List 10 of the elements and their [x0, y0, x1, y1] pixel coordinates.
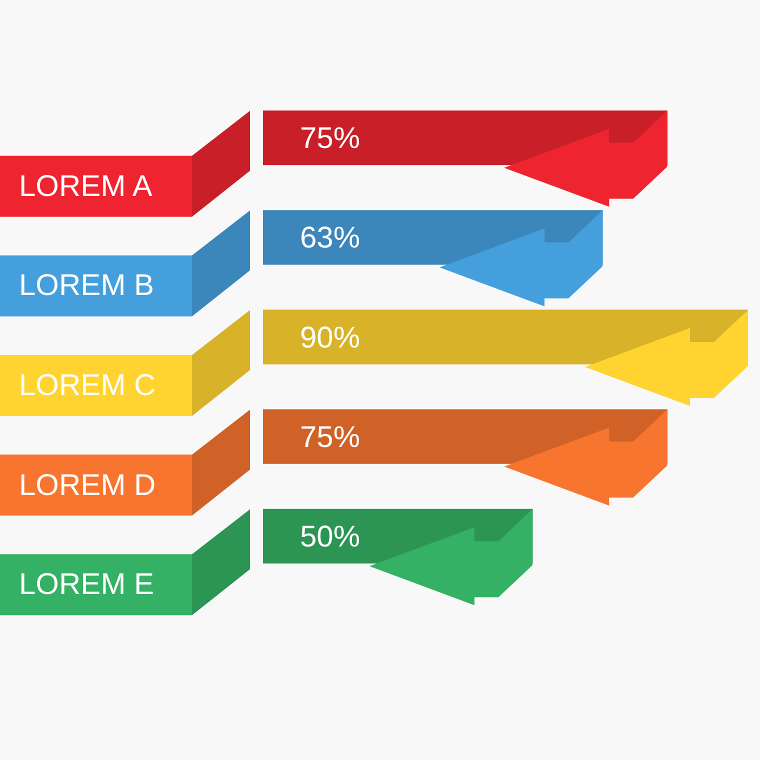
y-tick-label: LOREM A — [19, 168, 152, 205]
data-label: 50% — [300, 520, 360, 554]
y-tick-label: LOREM B — [19, 268, 154, 304]
y-tick-label: LOREM D — [19, 468, 156, 504]
data-label: 75% — [300, 420, 360, 454]
y-tick-label: LOREM C — [19, 368, 156, 404]
y-tick-label: LOREM E — [19, 567, 154, 604]
data-label: 75% — [300, 122, 360, 156]
data-label: 90% — [300, 321, 360, 354]
data-label: 63% — [300, 222, 360, 255]
